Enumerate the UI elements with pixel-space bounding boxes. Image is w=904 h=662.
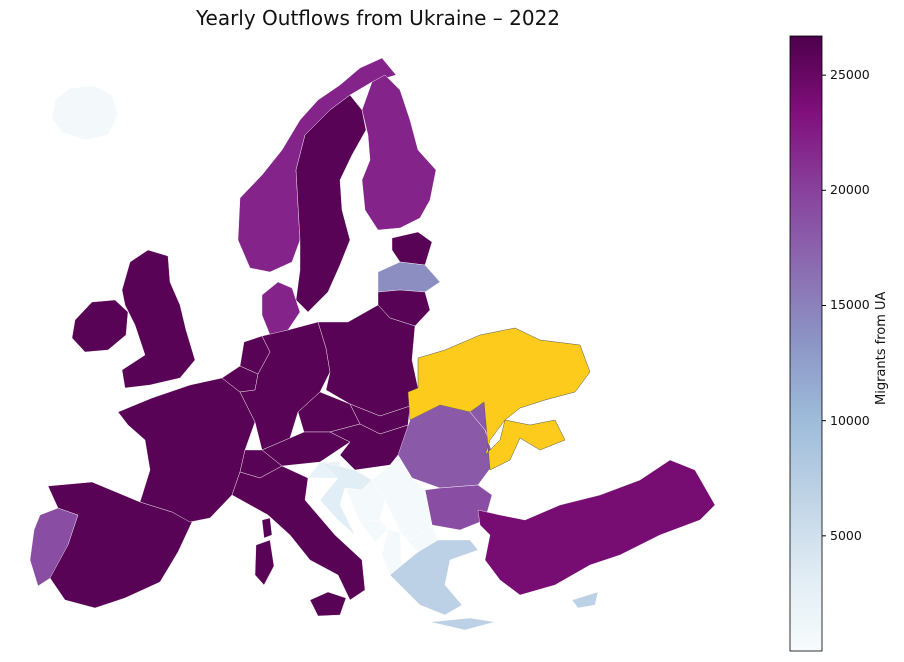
region-bulgaria bbox=[424, 484, 493, 531]
region-latvia bbox=[377, 261, 441, 293]
colorbar-tick-label: 5000 bbox=[830, 527, 862, 543]
region-crete bbox=[429, 617, 496, 631]
region-united-kingdom bbox=[121, 249, 196, 389]
region-iceland bbox=[51, 85, 119, 141]
region-sicily bbox=[309, 591, 347, 617]
region-montenegro bbox=[359, 519, 389, 543]
region-turkey bbox=[477, 459, 716, 596]
region-italy bbox=[231, 465, 366, 601]
region-croatia bbox=[319, 461, 373, 536]
region-serbia bbox=[371, 454, 433, 541]
colorbar-tick-label: 25000 bbox=[830, 67, 870, 83]
region-sweden bbox=[295, 94, 367, 313]
region-ireland bbox=[71, 299, 129, 353]
region-estonia bbox=[391, 231, 433, 266]
region-sardinia bbox=[254, 539, 275, 586]
region-greece bbox=[389, 539, 479, 616]
colorbar-label: Migrants from UA bbox=[874, 291, 889, 405]
region-cyprus bbox=[571, 591, 599, 609]
region-ukraine bbox=[407, 327, 591, 471]
region-denmark bbox=[261, 281, 301, 336]
region-france bbox=[117, 377, 256, 523]
map-title: Yearly Outflows from Ukraine – 2022 bbox=[195, 6, 561, 30]
colorbar-tick-label: 20000 bbox=[830, 182, 870, 198]
region-finland bbox=[361, 74, 437, 231]
colorbar-tick-label: 15000 bbox=[830, 297, 870, 313]
colorbar-tick-label: 10000 bbox=[830, 412, 870, 428]
region-corsica bbox=[261, 517, 273, 539]
colorbar-gradient bbox=[789, 35, 823, 652]
